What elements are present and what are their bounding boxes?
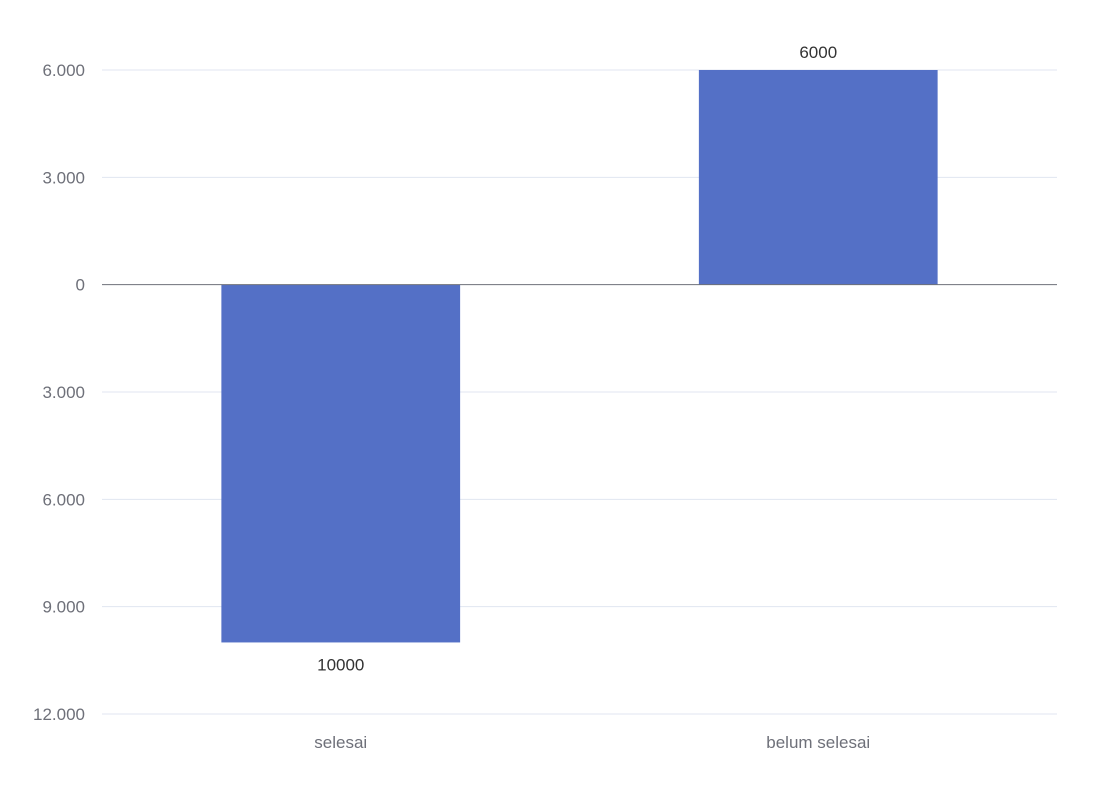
bar-selesai[interactable] — [221, 284, 461, 643]
x-tick-label: selesai — [314, 733, 367, 752]
data-label: 10000 — [317, 655, 364, 674]
bar-series — [221, 70, 938, 643]
data-labels: 10000 6000 — [317, 43, 837, 674]
x-axis: selesai belum selesai — [314, 733, 870, 752]
bar-belum-selesai[interactable] — [698, 70, 938, 285]
x-tick-label: belum selesai — [766, 733, 870, 752]
y-tick-label: 6.000 — [42, 61, 85, 80]
y-axis: 6.000 3.000 0 3.000 6.000 9.000 12.000 — [33, 61, 85, 724]
y-tick-label: 9.000 — [42, 598, 85, 617]
y-tick-label: 0 — [76, 276, 85, 295]
y-tick-label: 6.000 — [42, 490, 85, 509]
y-tick-label: 12.000 — [33, 705, 85, 724]
y-tick-label: 3.000 — [42, 383, 85, 402]
data-label: 6000 — [799, 43, 837, 62]
y-tick-label: 3.000 — [42, 168, 85, 187]
